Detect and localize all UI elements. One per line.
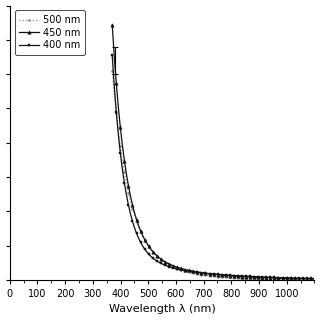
450 nm	[190, 269, 194, 273]
500 nm	[237, 276, 241, 280]
400 nm	[190, 270, 194, 274]
450 nm	[256, 276, 260, 279]
400 nm	[313, 276, 316, 280]
450 nm	[110, 23, 114, 27]
450 nm	[257, 276, 261, 279]
400 nm	[176, 267, 180, 271]
500 nm	[135, 220, 139, 223]
500 nm	[313, 278, 316, 282]
Line: 400 nm: 400 nm	[111, 54, 316, 280]
450 nm	[237, 275, 241, 278]
450 nm	[176, 266, 180, 269]
500 nm	[110, 69, 114, 73]
400 nm	[110, 53, 114, 57]
Line: 500 nm: 500 nm	[111, 70, 316, 281]
500 nm	[257, 277, 261, 281]
450 nm	[313, 277, 316, 281]
Legend: 500 nm, 450 nm, 400 nm: 500 nm, 450 nm, 400 nm	[15, 11, 85, 55]
400 nm	[256, 275, 260, 279]
500 nm	[176, 267, 180, 271]
500 nm	[190, 271, 194, 275]
450 nm	[135, 218, 139, 221]
400 nm	[257, 275, 261, 279]
X-axis label: Wavelength λ (nm): Wavelength λ (nm)	[109, 304, 215, 315]
500 nm	[256, 277, 260, 281]
400 nm	[135, 231, 139, 235]
400 nm	[237, 274, 241, 278]
Line: 450 nm: 450 nm	[110, 23, 316, 281]
